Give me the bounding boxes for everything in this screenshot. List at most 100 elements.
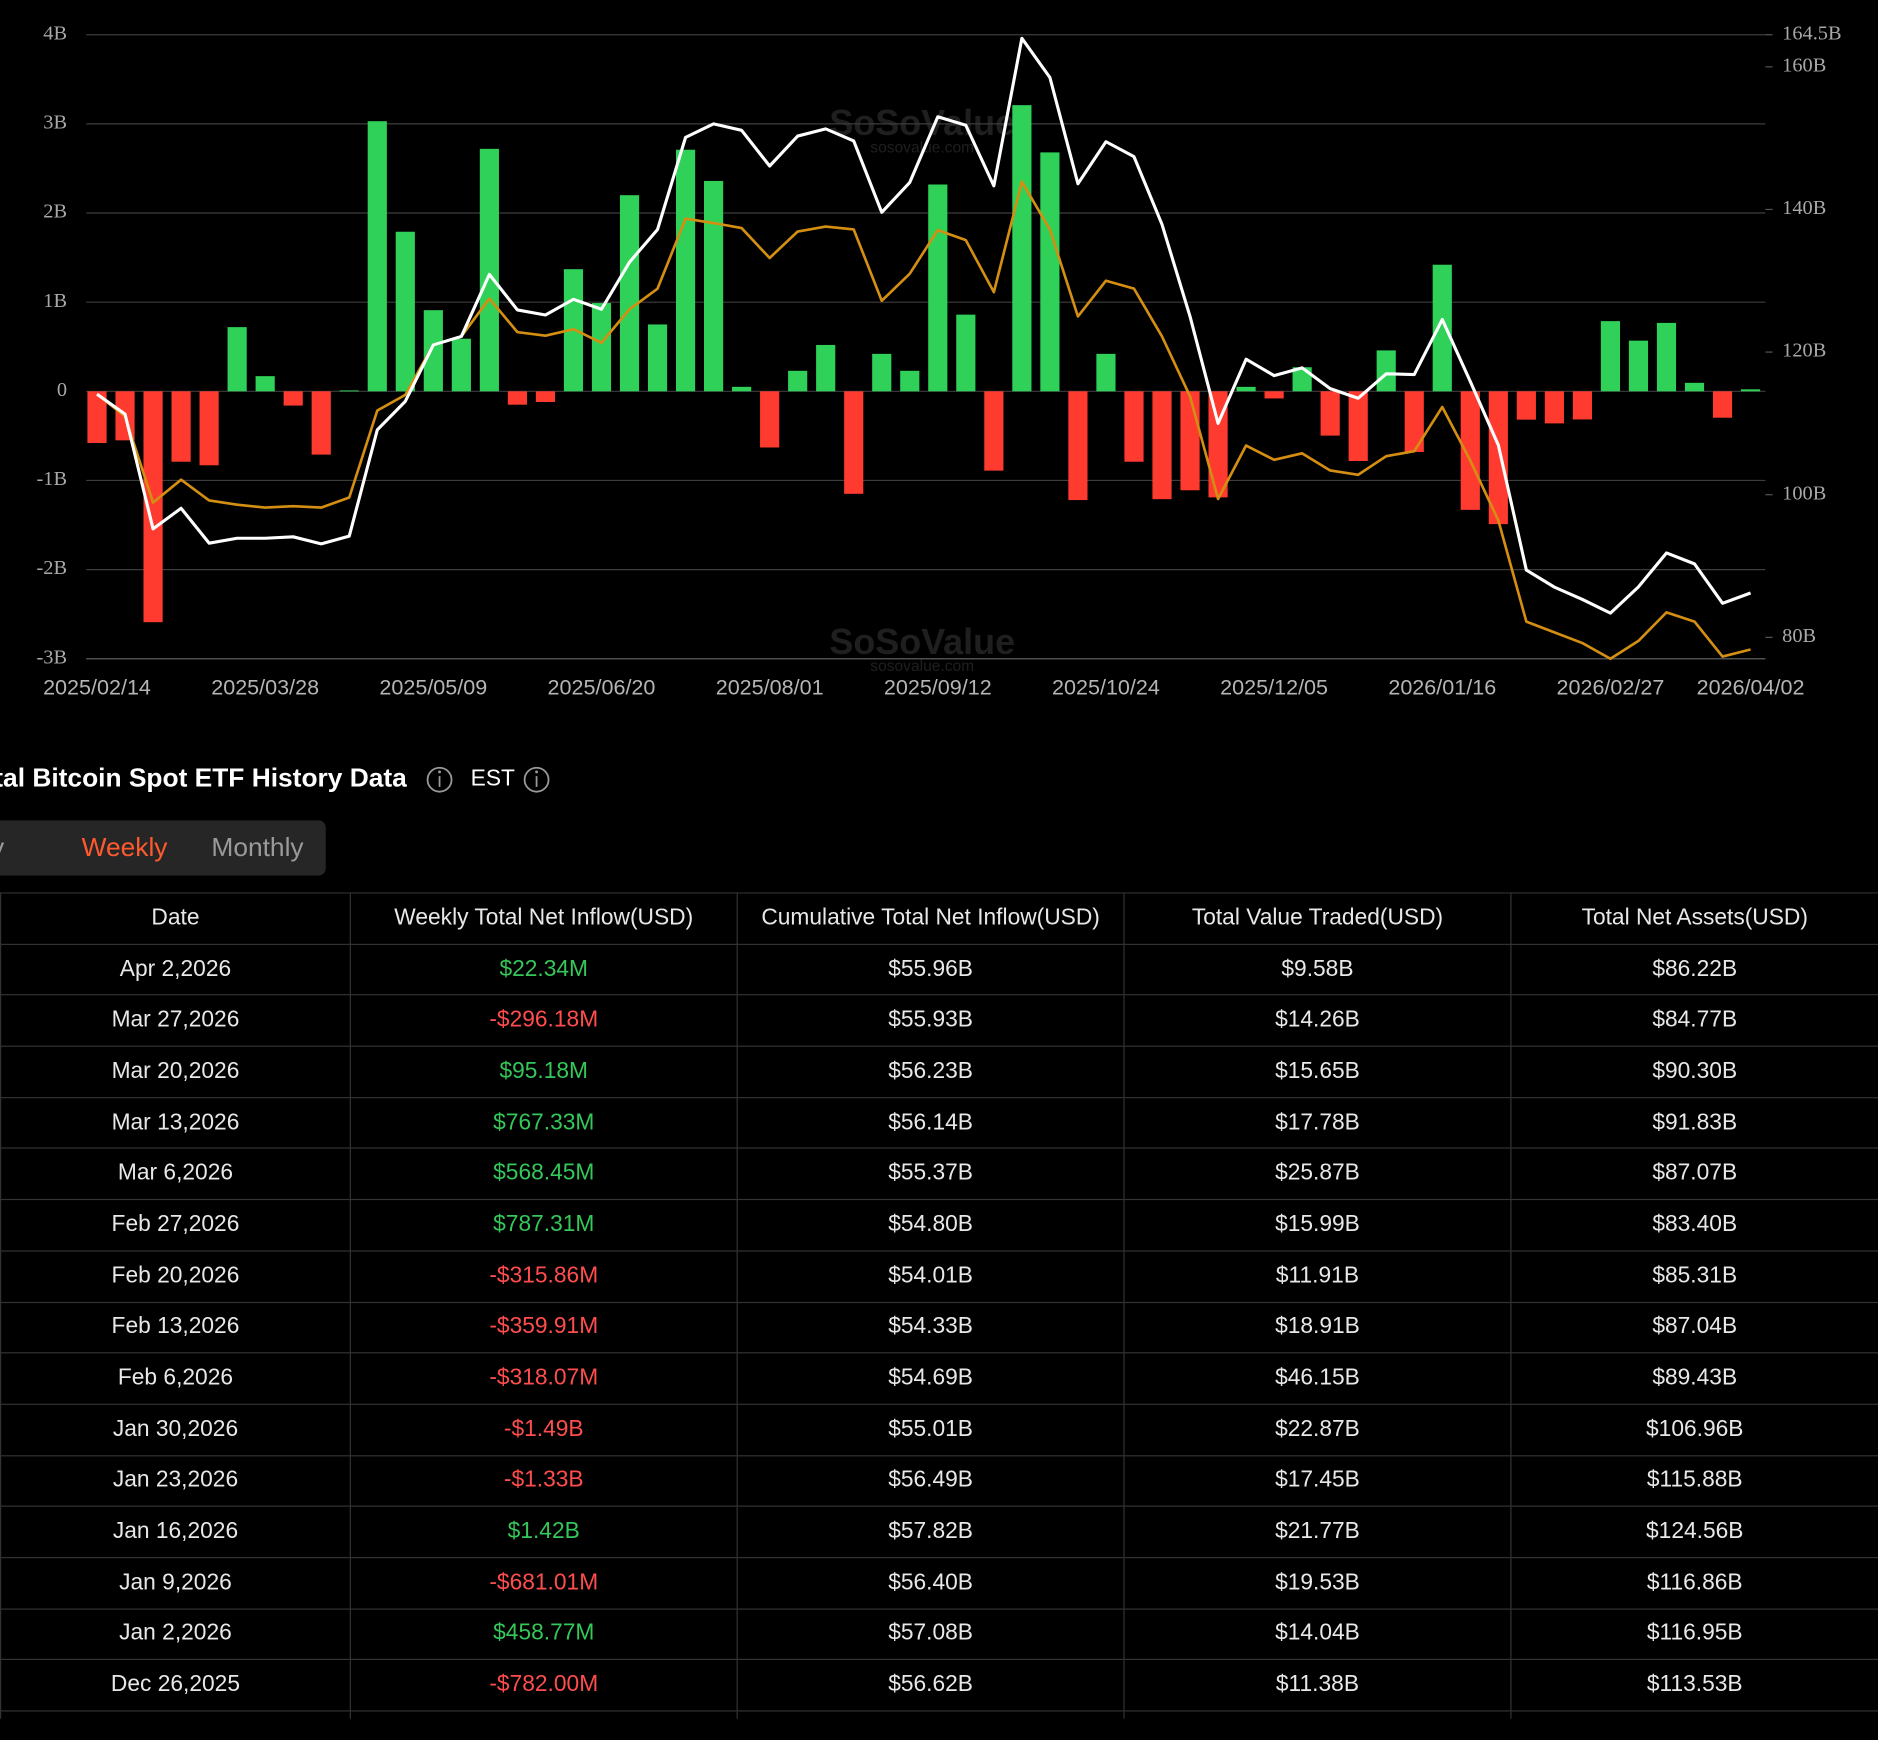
table-cell: -$1.49B — [349, 1403, 738, 1456]
bar — [760, 391, 780, 448]
table-cell: $55.96B — [736, 943, 1125, 996]
table-row: Jan 2,2026 $458.77M $57.08B $14.04B $116.95B — [0, 1608, 1878, 1661]
bar — [591, 303, 612, 392]
tab[interactable]: Weekly — [82, 832, 169, 862]
table-cell: -$296.18M — [349, 994, 738, 1047]
watermark-sub: sosovalue.com — [870, 658, 974, 675]
bar — [395, 231, 415, 392]
table-cell: Jan 30,2026 — [0, 1403, 351, 1456]
x-tick-label: 2025/05/09 — [379, 674, 487, 699]
y-tick-label: 0 — [57, 379, 67, 401]
table-cell: $14.26B — [1123, 994, 1512, 1047]
table-cell: $9.58B — [1123, 943, 1512, 996]
table-cell: Feb 13,2026 — [0, 1301, 351, 1354]
bar — [1124, 391, 1144, 462]
table-cell: Feb 20,2026 — [0, 1250, 351, 1303]
bar — [1040, 152, 1060, 392]
line — [96, 36, 1752, 615]
table-cell: $87.04B — [1510, 1301, 1878, 1354]
table-cell: $57.08B — [736, 1608, 1125, 1661]
bar — [1712, 391, 1733, 418]
table-cell: -$497.05M — [349, 1710, 738, 1719]
bar — [1068, 391, 1088, 501]
table-cell: $56.40B — [736, 1556, 1125, 1610]
table-cell: $17.45B — [1123, 1454, 1512, 1508]
bar — [451, 338, 471, 392]
x-tick-label: 2025/06/20 — [548, 674, 656, 699]
y2-tick-label: 100B — [1782, 482, 1826, 504]
table-row: Dec 26,2025 -$782.00M $56.62B $11.38B $113.5… — [0, 1659, 1878, 1712]
bar — [704, 180, 724, 392]
bar — [255, 376, 275, 392]
y-tick-label: -3B — [37, 646, 68, 668]
table-title: Total Bitcoin Spot ETF History Data — [0, 763, 407, 793]
table-cell: Jan 2,2026 — [0, 1608, 351, 1661]
column-header: Total Value Traded(USD) — [1123, 892, 1512, 945]
table-cell: $85.31B — [1510, 1250, 1878, 1303]
table-cell: $55.01B — [736, 1403, 1125, 1456]
table-cell: $54.69B — [736, 1352, 1125, 1405]
bar — [732, 386, 752, 392]
bar — [227, 327, 247, 392]
bar — [619, 195, 640, 392]
bar — [479, 148, 499, 392]
watermark: SoSoValue — [829, 102, 1015, 143]
table-cell: $18.91B — [1123, 1301, 1512, 1354]
tab-bar — [0, 820, 326, 876]
table-cell: $113.53B — [1510, 1659, 1878, 1712]
table-row: Jan 23,2026 -$1.33B $56.49B $17.45B $115.88B — [0, 1454, 1878, 1508]
bar — [1628, 340, 1649, 392]
y-tick-label: 4B — [43, 22, 67, 44]
bar — [1180, 391, 1200, 491]
tab[interactable]: Daily — [0, 832, 5, 862]
bar — [900, 370, 920, 392]
table-cell: Feb 27,2026 — [0, 1199, 351, 1252]
x-tick-label: 2025/02/14 — [43, 674, 151, 699]
table-cell: $19.53B — [1123, 1556, 1512, 1610]
tab[interactable]: Monthly — [211, 832, 304, 862]
bar — [1488, 391, 1508, 525]
info-icon[interactable] — [523, 766, 550, 793]
table: Date Weekly Total Net Inflow(USD) Cumulati… — [0, 892, 1878, 1719]
table-cell: $56.62B — [736, 1659, 1125, 1712]
table-row: Jan 16,2026 $1.42B $57.82B $21.77B $124.56B — [0, 1505, 1878, 1559]
table-cell: Jan 23,2026 — [0, 1454, 351, 1508]
table-cell: $14.04B — [1123, 1608, 1512, 1661]
bar — [1656, 322, 1677, 392]
table-cell: $106.96B — [1510, 1403, 1878, 1456]
bar — [367, 121, 387, 392]
chart: SoSoValuesosovalue.comSoSoValuesosovalue… — [37, 22, 1842, 699]
table-cell: $11.38B — [1123, 1659, 1512, 1712]
bar — [199, 391, 219, 466]
x-tick-label: 2025/12/05 — [1220, 674, 1328, 699]
info-icon[interactable] — [426, 766, 453, 793]
bar — [143, 391, 163, 623]
line — [96, 180, 1751, 661]
table-cell: $87.07B — [1510, 1147, 1878, 1201]
table-cell: Jan 9,2026 — [0, 1556, 351, 1610]
table-cell: $54.33B — [736, 1301, 1125, 1354]
bar — [1516, 391, 1536, 420]
bar — [1544, 391, 1564, 424]
column-header: Date — [0, 892, 351, 945]
y2-tick-label: 160B — [1782, 54, 1826, 76]
table-cell: $11.91B — [1123, 1250, 1512, 1303]
bar — [1348, 391, 1368, 462]
bar — [647, 324, 668, 392]
table-row: Mar 13,2026 $767.33M $56.14B $17.78B $91.83B — [0, 1096, 1878, 1150]
bar — [1432, 264, 1452, 392]
table-row: Jan 9,2026 -$681.01M $56.40B $19.53B $116.86… — [0, 1556, 1878, 1610]
bar — [1208, 391, 1228, 498]
table-cell: $114.87B — [1510, 1710, 1878, 1719]
bar — [1320, 391, 1340, 436]
column-header: Weekly Total Net Inflow(USD) — [349, 892, 738, 945]
table-cell: $116.95B — [1510, 1608, 1878, 1661]
table-cell: $787.31M — [349, 1199, 738, 1252]
table-cell: -$359.91M — [349, 1301, 738, 1354]
table-row: Mar 27,2026 -$296.18M $55.93B $14.26B $84.77… — [0, 994, 1878, 1047]
table-cell: $767.33M — [349, 1096, 738, 1150]
table-cell: Mar 20,2026 — [0, 1045, 351, 1098]
bar — [339, 390, 359, 392]
bar — [1740, 389, 1761, 392]
